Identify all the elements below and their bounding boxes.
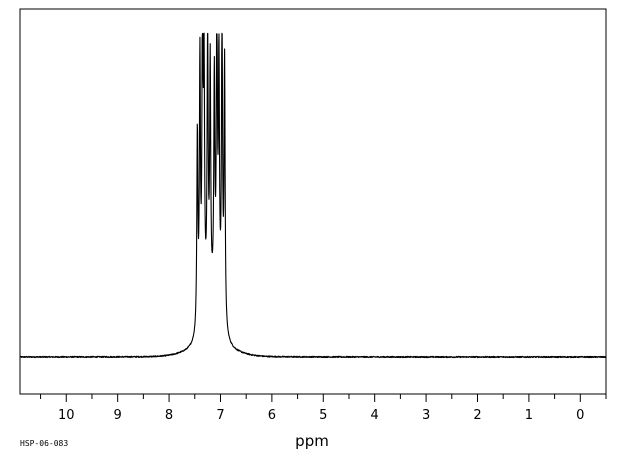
x-tick-label: 9 — [114, 408, 122, 423]
x-tick-label: 10 — [58, 408, 75, 423]
x-axis-title: ppm — [295, 432, 329, 450]
x-tick-label: 4 — [371, 408, 379, 423]
x-axis-tick-labels: 10 9 8 7 6 5 4 3 2 1 0 — [58, 408, 584, 423]
x-tick-label: 1 — [525, 408, 533, 423]
x-tick-label: 2 — [473, 408, 481, 423]
x-tick-label: 7 — [216, 408, 224, 423]
x-tick-label: 6 — [268, 408, 276, 423]
x-tick-label: 8 — [165, 408, 173, 423]
x-tick-label: 0 — [576, 408, 584, 423]
x-tick-label: 3 — [422, 408, 430, 423]
x-tick-label: 5 — [319, 408, 327, 423]
x-axis-ticks — [40, 394, 607, 402]
plot-frame — [19, 8, 607, 395]
spectrum-trace — [19, 32, 607, 359]
sample-id-label: HSP-06-083 — [20, 439, 68, 448]
